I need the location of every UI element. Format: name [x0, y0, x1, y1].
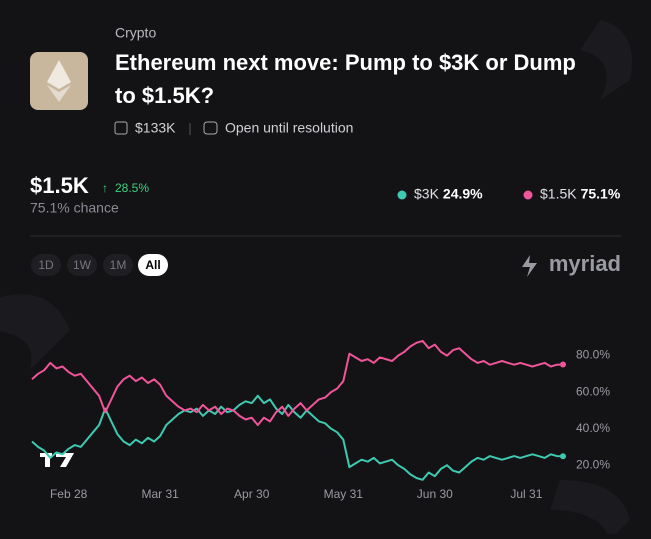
line — [31, 394, 564, 481]
range-button[interactable]: 1W — [73, 258, 92, 272]
brand: myriad — [522, 251, 621, 277]
x-tick-label: Jul 31 — [510, 487, 542, 501]
range-controls: 1D 1W 1M All — [31, 254, 168, 276]
volume-icon — [114, 121, 128, 135]
legend-value: 24.9% — [443, 186, 483, 202]
chance: 75.1% chance — [30, 200, 119, 216]
x-tick-label: Jun 30 — [417, 487, 453, 501]
change-arrow: ↑ — [102, 181, 108, 195]
range-button-bg[interactable] — [67, 254, 97, 276]
legend: $3K 24.9% $1.5K 75.1% — [397, 186, 621, 202]
x-tick-label: May 31 — [324, 487, 364, 501]
y-tick-label: 60.0% — [576, 384, 610, 398]
category: Crypto — [115, 25, 156, 41]
title: to $1.5K? — [115, 83, 214, 108]
volume: $133K — [135, 120, 176, 136]
leading-outcome: $1.5K — [30, 173, 89, 198]
market-icon — [30, 52, 88, 110]
brand-name: myriad — [549, 251, 621, 276]
x-tick-label: Mar 31 — [141, 487, 179, 501]
range-button[interactable]: All — [145, 258, 160, 272]
legend-value: 75.1% — [581, 186, 621, 202]
end-point — [560, 453, 566, 460]
change: 28.5% — [115, 181, 149, 195]
range-button-bg[interactable] — [31, 254, 61, 276]
legend-dot — [397, 190, 407, 200]
range-button-bg[interactable] — [103, 254, 133, 276]
legend-name: $1.5K — [540, 186, 577, 202]
range-button[interactable]: 1D — [38, 258, 54, 272]
plot: 20.0% 40.0% 60.0% 80.0% Feb 28 Mar 31 Apr 30 Ma… — [31, 339, 610, 501]
x-tick-label: Apr 30 — [234, 487, 270, 501]
y-tick-label: 40.0% — [576, 421, 610, 435]
legend-dot — [523, 190, 533, 200]
tv-logo — [40, 453, 74, 467]
line — [31, 339, 564, 426]
y-tick-label: 20.0% — [576, 457, 610, 471]
x-tick-label: Feb 28 — [50, 487, 88, 501]
decor — [0, 20, 632, 539]
legend-name: $3K — [414, 186, 440, 202]
status: Open until resolution — [225, 120, 353, 136]
y-tick-label: 80.0% — [576, 348, 610, 362]
range-button[interactable]: 1M — [110, 258, 127, 272]
title: Ethereum next move: Pump to $3K or Dump — [115, 50, 576, 75]
status-icon — [203, 121, 218, 135]
range-button-bg[interactable] — [138, 254, 168, 276]
end-point — [560, 361, 566, 368]
